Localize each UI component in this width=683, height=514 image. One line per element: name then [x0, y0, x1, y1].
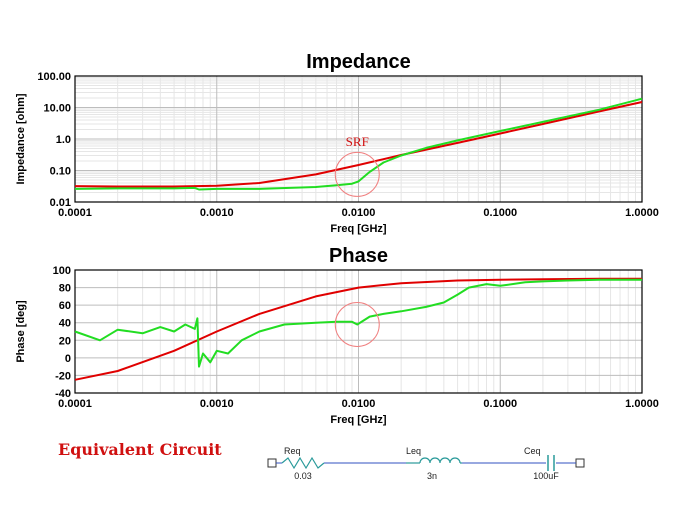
y-tick-label: 1.0	[56, 134, 71, 146]
x-tick-label: 0.0010	[200, 398, 234, 410]
circuit-title: Equivalent Circuit	[58, 440, 222, 459]
x-tick-label: 1.0000	[625, 398, 659, 410]
component-value: 100uF	[533, 471, 559, 481]
y-tick-label: -20	[55, 370, 71, 382]
impedance-plot: Impedance 0.0001 0.0010 0.0100 0.1000 1.0000 0…	[15, 51, 659, 235]
chart-title: Phase	[329, 245, 388, 267]
x-tick-label: 0.0001	[58, 398, 92, 410]
y-tick-label: 80	[59, 283, 71, 295]
y-axis-label: Phase [deg]	[15, 300, 27, 363]
circuit-schematic: Req 0.03 Leq 3n Ceq 100uF	[267, 446, 585, 481]
y-tick-label: 100.00	[37, 71, 71, 83]
component-name: Leq	[406, 446, 421, 456]
y-axis-label: Impedance [ohm]	[15, 93, 27, 184]
y-tick-label: 0	[65, 353, 71, 365]
series-line-measured	[74, 278, 642, 368]
x-tick-label: 0.0010	[200, 207, 234, 219]
x-axis-label: Freq [GHz]	[330, 414, 387, 426]
series-line-model	[74, 101, 643, 188]
srf-marker	[334, 301, 380, 347]
y-tick-label: -40	[55, 388, 71, 400]
plot-frame	[74, 75, 643, 203]
inductor-symbol	[419, 457, 461, 464]
y-tick-label: 0.10	[50, 166, 71, 178]
x-tick-label: 0.0001	[58, 207, 92, 219]
component-name: Ceq	[524, 446, 541, 456]
x-tick-label: 0.0100	[342, 207, 376, 219]
y-tick-label: 10.00	[43, 103, 71, 115]
x-tick-label: 0.1000	[483, 207, 517, 219]
x-tick-label: 1.0000	[625, 207, 659, 219]
y-tick-label: 60	[59, 300, 71, 312]
component-name: Req	[284, 446, 301, 456]
y-tick-label: 0.01	[50, 197, 71, 209]
srf-annotation: SRF	[346, 134, 369, 149]
x-axis-label: Freq [GHz]	[330, 223, 387, 235]
series-line-model	[74, 277, 642, 381]
series-line-measured	[74, 97, 643, 191]
y-tick-label: 40	[59, 318, 71, 330]
terminal-left	[267, 458, 277, 468]
x-tick-label: 0.1000	[483, 398, 517, 410]
phase-plot: Phase 0.0001 0.0010 0.0100 0.1000 1.0000 -40 -2…	[15, 245, 659, 426]
y-tick-label: 20	[59, 335, 71, 347]
chart-title: Impedance	[306, 51, 410, 73]
resistor-symbol	[281, 456, 325, 470]
terminal-right	[575, 458, 585, 468]
component-value: 0.03	[294, 471, 312, 481]
y-tick-label: 100	[53, 265, 71, 277]
x-tick-label: 0.0100	[342, 398, 376, 410]
srf-marker	[334, 151, 380, 197]
component-value: 3n	[427, 471, 437, 481]
